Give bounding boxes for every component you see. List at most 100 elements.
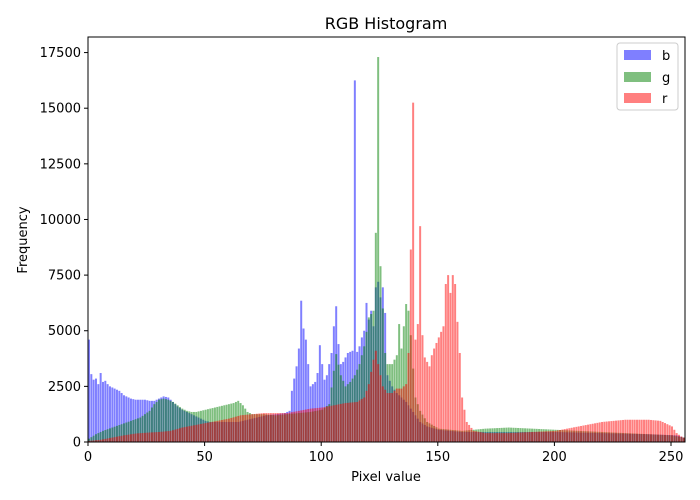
bar-r-206 [568, 428, 571, 442]
bar-b-10 [111, 387, 114, 442]
bar-r-200 [554, 430, 557, 442]
bar-r-248 [666, 424, 669, 442]
bar-r-50 [204, 423, 207, 442]
bar-r-171 [486, 433, 489, 442]
bar-r-134 [400, 388, 403, 442]
bar-g-40 [181, 408, 184, 442]
bar-r-195 [542, 431, 545, 442]
bar-r-55 [216, 420, 219, 442]
bar-g-38 [176, 405, 179, 442]
bar-r-141 [416, 324, 419, 442]
legend-label-r: r [662, 92, 668, 107]
bar-r-133 [398, 388, 401, 442]
bar-r-44 [190, 425, 193, 442]
bar-r-175 [496, 433, 499, 442]
bar-r-90 [297, 410, 300, 442]
bar-r-212 [582, 425, 585, 442]
bar-r-125 [379, 375, 382, 442]
bar-r-139 [412, 102, 415, 443]
bar-g-5 [99, 431, 102, 442]
bar-r-119 [365, 390, 368, 442]
bar-r-161 [463, 409, 466, 442]
bar-g-21 [136, 418, 139, 442]
bar-b-99 [318, 345, 321, 442]
bar-r-144 [423, 357, 426, 442]
bar-r-8 [106, 438, 109, 442]
bar-r-214 [587, 424, 590, 442]
bar-r-22 [139, 433, 142, 442]
bar-r-23 [141, 433, 144, 442]
bar-r-32 [162, 431, 165, 442]
x-tick-label-200: 200 [542, 450, 567, 465]
chart-title: RGB Histogram [325, 14, 448, 33]
bar-r-249 [668, 425, 671, 442]
bar-r-136 [405, 384, 408, 442]
bar-r-154 [447, 275, 450, 442]
bar-g-118 [363, 346, 366, 442]
bar-g-10 [111, 427, 114, 442]
bar-r-232 [629, 419, 632, 442]
bar-r-227 [617, 420, 620, 442]
bar-r-191 [533, 431, 536, 442]
series-g-bars [88, 57, 685, 443]
bar-b-103 [328, 364, 331, 442]
bar-b-7 [104, 380, 107, 442]
bar-r-245 [659, 420, 662, 442]
bar-r-24 [143, 432, 146, 442]
bar-r-0 [88, 440, 90, 442]
bar-r-151 [440, 331, 443, 442]
bar-r-128 [386, 393, 389, 442]
bar-g-120 [367, 317, 370, 442]
bar-r-74 [260, 413, 263, 442]
bar-r-209 [575, 426, 578, 442]
bar-r-4 [97, 439, 100, 442]
bar-r-243 [654, 420, 657, 442]
bar-r-192 [535, 431, 538, 442]
bar-r-96 [311, 408, 314, 442]
bar-r-177 [500, 433, 503, 442]
bar-r-58 [223, 419, 226, 442]
bar-r-193 [538, 431, 541, 442]
bar-r-106 [335, 404, 338, 442]
bar-b-91 [300, 300, 303, 442]
bar-r-246 [661, 421, 664, 442]
bar-r-95 [309, 408, 312, 442]
bar-g-18 [129, 420, 132, 442]
bar-r-15 [122, 435, 125, 442]
bar-r-247 [664, 423, 666, 442]
bar-r-109 [342, 403, 345, 442]
bar-r-155 [449, 292, 452, 442]
bar-r-30 [157, 431, 160, 442]
bar-g-2 [92, 435, 95, 442]
y-tick-label-5000: 5000 [48, 324, 81, 339]
bar-g-25 [146, 412, 149, 442]
bar-r-226 [615, 420, 618, 442]
bar-r-185 [519, 432, 522, 442]
bar-r-130 [391, 393, 394, 442]
bar-b-5 [99, 373, 102, 442]
y-axis-title: Frequency [16, 206, 31, 273]
bar-r-68 [246, 414, 249, 442]
bar-r-221 [603, 421, 606, 442]
bar-r-176 [498, 433, 501, 442]
bar-r-25 [146, 432, 149, 442]
bar-r-64 [237, 415, 240, 442]
bar-r-250 [671, 426, 673, 442]
bar-r-49 [202, 423, 205, 442]
bar-r-140 [414, 339, 417, 442]
bar-b-93 [304, 339, 307, 442]
bar-b-13 [118, 390, 121, 442]
bar-r-20 [134, 433, 137, 442]
bar-r-190 [531, 431, 534, 442]
bar-g-36 [171, 401, 174, 442]
bar-r-123 [374, 350, 377, 442]
bar-r-105 [332, 405, 335, 442]
bar-r-238 [643, 419, 646, 442]
bar-r-40 [181, 427, 184, 442]
bar-g-119 [365, 331, 368, 442]
bar-r-26 [148, 432, 151, 442]
bar-b-92 [302, 328, 305, 442]
bar-b-2 [92, 379, 95, 442]
bar-r-57 [220, 419, 223, 442]
bar-r-142 [419, 226, 422, 442]
